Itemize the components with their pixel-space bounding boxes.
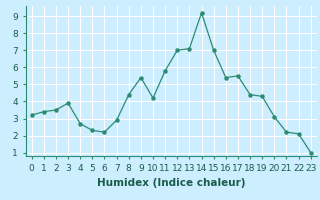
X-axis label: Humidex (Indice chaleur): Humidex (Indice chaleur) [97,178,245,188]
